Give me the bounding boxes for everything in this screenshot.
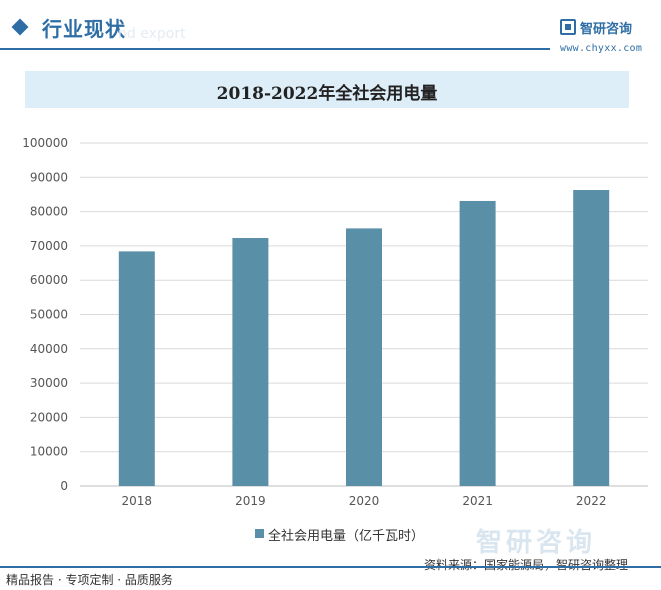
y-tick-label: 100000 — [22, 136, 68, 150]
y-tick-label: 80000 — [30, 205, 68, 219]
legend-swatch — [255, 529, 264, 538]
diamond-icon — [11, 18, 29, 36]
y-tick-label: 20000 — [30, 410, 68, 424]
bar-2018 — [118, 251, 155, 486]
footer-slogan: 精品报告 · 专项定制 · 品质服务 — [6, 573, 173, 587]
section-subtitle: nd export — [118, 26, 186, 42]
y-tick-label: 70000 — [30, 239, 68, 253]
bar-2020 — [346, 228, 382, 487]
brand-logo-icon — [560, 19, 576, 35]
bar-2022 — [573, 189, 610, 486]
chart-title-box: 2018-2022年全社会用电量 — [25, 71, 629, 108]
y-tick-label: 0 — [60, 479, 68, 493]
x-tick-label: 2022 — [576, 494, 607, 508]
bar-2019 — [232, 238, 269, 486]
bar-chart: 0 10000 20000 30000 40000 50000 60000 70000 8000… — [22, 136, 648, 508]
section-title: 行业现状 — [42, 17, 126, 41]
y-tick-label: 60000 — [30, 273, 68, 287]
source-note: 资料来源：国家能源局，智研咨询整理 — [424, 558, 629, 572]
header-divider — [0, 48, 550, 50]
y-tick-label: 10000 — [30, 445, 68, 459]
footer-divider — [0, 566, 661, 568]
bar-2021 — [459, 200, 496, 486]
brand: 智研咨询 www.chyxx.com — [560, 16, 660, 56]
x-tick-label: 2018 — [122, 494, 153, 508]
brand-name: 智研咨询 — [580, 22, 633, 37]
header: 行业现状 nd export 智研咨询 www.chyxx.com — [0, 0, 661, 56]
y-tick-label: 40000 — [30, 342, 68, 356]
brand-url: www.chyxx.com — [560, 43, 643, 54]
x-tick-label: 2019 — [235, 494, 266, 508]
y-tick-label: 30000 — [30, 376, 68, 390]
chart-title: 2018-2022年全社会用电量 — [216, 84, 438, 104]
y-tick-label: 90000 — [30, 170, 68, 184]
watermark-logo: 智研咨询 — [476, 528, 597, 558]
legend: 全社会用电量（亿千瓦时） — [0, 524, 661, 544]
x-tick-label: 2020 — [349, 494, 380, 508]
y-tick-label: 50000 — [30, 308, 68, 322]
legend-label: 全社会用电量（亿千瓦时） — [268, 529, 425, 544]
x-tick-label: 2021 — [462, 494, 493, 508]
